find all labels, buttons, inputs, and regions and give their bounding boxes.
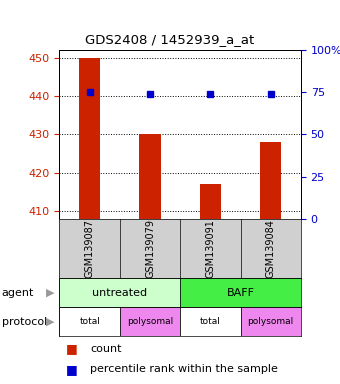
- Text: ▶: ▶: [46, 316, 54, 327]
- Text: ■: ■: [66, 343, 78, 356]
- Text: ▶: ▶: [46, 288, 54, 298]
- Text: total: total: [79, 317, 100, 326]
- Text: total: total: [200, 317, 221, 326]
- Bar: [139, 134, 160, 219]
- Text: count: count: [90, 344, 122, 354]
- Bar: [180, 278, 301, 307]
- Text: GSM139084: GSM139084: [266, 219, 276, 278]
- Bar: [59, 278, 180, 307]
- Text: BAFF: BAFF: [226, 288, 255, 298]
- Bar: [59, 307, 120, 336]
- Text: untreated: untreated: [92, 288, 148, 298]
- Text: polysomal: polysomal: [127, 317, 173, 326]
- Text: GDS2408 / 1452939_a_at: GDS2408 / 1452939_a_at: [85, 33, 255, 46]
- Bar: [180, 307, 240, 336]
- Bar: [240, 307, 301, 336]
- Text: GSM139079: GSM139079: [145, 219, 155, 278]
- Bar: [200, 184, 221, 219]
- Bar: [260, 142, 281, 219]
- Bar: [79, 58, 100, 219]
- Text: GSM139091: GSM139091: [205, 219, 215, 278]
- Text: percentile rank within the sample: percentile rank within the sample: [90, 364, 278, 374]
- Text: protocol: protocol: [2, 316, 47, 327]
- Text: agent: agent: [2, 288, 34, 298]
- Text: polysomal: polysomal: [248, 317, 294, 326]
- Text: GSM139087: GSM139087: [85, 219, 95, 278]
- Bar: [120, 307, 180, 336]
- Text: ■: ■: [66, 362, 78, 376]
